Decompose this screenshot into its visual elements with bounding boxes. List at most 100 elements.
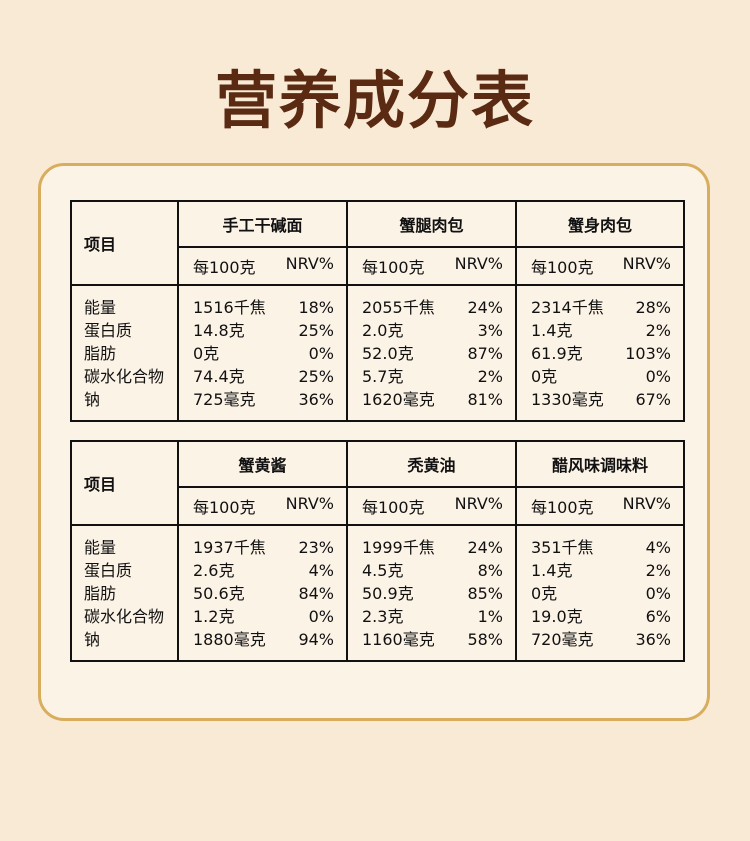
product-name: 醋风味调味料 (515, 440, 685, 488)
nrv-value: 6% (645, 606, 671, 626)
amount-value: 0克 (193, 343, 220, 363)
product-values: 1999千焦 24% 4.5克 8% 50.9克 85% 2.3克 1% 1160毫克 58% (346, 524, 517, 662)
nrv-label: NRV% (454, 254, 503, 273)
amount-value: 1.4克 (531, 560, 573, 580)
nrv-value: 2% (645, 560, 671, 580)
value-row: 1.2克 0% (179, 605, 346, 628)
nrv-value: 0% (308, 606, 334, 626)
nrv-value: 28% (635, 297, 671, 317)
nutrient-name: 蛋白质 (84, 320, 133, 340)
amount-value: 720毫克 (531, 629, 594, 649)
amount-value: 61.9克 (531, 343, 583, 363)
amount-value: 2314千焦 (531, 297, 604, 317)
amount-value: 2055千焦 (362, 297, 435, 317)
nrv-value: 58% (467, 629, 503, 649)
nrv-value: 94% (298, 629, 334, 649)
value-row: 2.3克 1% (348, 605, 515, 628)
nrv-value: 24% (467, 297, 503, 317)
nrv-value: 23% (298, 537, 334, 557)
nutrient-name: 钠 (84, 389, 101, 409)
nutrient-list: 能量蛋白质脂肪碳水化合物钠 (70, 284, 179, 422)
nutrition-table-1: 项目 手工干碱面 蟹腿肉包 蟹身肉包 每100克 NRV% 每100克 NRV% 每100克 NR… (70, 200, 685, 422)
amount-value: 1516千焦 (193, 297, 266, 317)
value-row: 351千焦 4% (517, 536, 683, 559)
nrv-value: 67% (635, 389, 671, 409)
amount-value: 1620毫克 (362, 389, 435, 409)
value-row: 725毫克 36% (179, 388, 346, 411)
nrv-value: 18% (298, 297, 334, 317)
amount-value: 1999千焦 (362, 537, 435, 557)
item-column-header: 项目 (70, 200, 179, 286)
nutrient-name: 碳水化合物 (84, 606, 165, 626)
nrv-value: 25% (298, 366, 334, 386)
per-100g-label: 每100克 (193, 498, 256, 517)
item-column-header: 项目 (70, 440, 179, 526)
amount-value: 1.4克 (531, 320, 573, 340)
nrv-value: 3% (477, 320, 503, 340)
value-row: 2.6克 4% (179, 559, 346, 582)
value-row: 0克 0% (517, 365, 683, 388)
product-name: 蟹身肉包 (515, 200, 685, 248)
value-row: 1880毫克 94% (179, 628, 346, 651)
amount-value: 0克 (531, 583, 558, 603)
nutrition-table-2: 项目 蟹黄酱 秃黄油 醋风味调味料 每100克 NRV% 每100克 NRV% 每100克 NRV… (70, 440, 685, 662)
per-100g-label: 每100克 (362, 498, 425, 517)
amount-value: 50.6克 (193, 583, 245, 603)
nutrient-name: 钠 (84, 629, 101, 649)
value-row: 1937千焦 23% (179, 536, 346, 559)
nutrient-name: 碳水化合物 (84, 366, 165, 386)
nutrient-name: 能量 (84, 537, 117, 557)
value-row: 1620毫克 81% (348, 388, 515, 411)
nrv-value: 81% (467, 389, 503, 409)
nrv-label: NRV% (622, 254, 671, 273)
nrv-value: 85% (467, 583, 503, 603)
amount-value: 1880毫克 (193, 629, 266, 649)
per-100g-label: 每100克 (362, 258, 425, 277)
value-row: 1516千焦 18% (179, 296, 346, 319)
value-row: 4.5克 8% (348, 559, 515, 582)
amount-value: 1937千焦 (193, 537, 266, 557)
nrv-label: NRV% (285, 254, 334, 273)
nutrient-name: 能量 (84, 297, 117, 317)
amount-value: 14.8克 (193, 320, 245, 340)
amount-value: 4.5克 (362, 560, 404, 580)
value-row: 1330毫克 67% (517, 388, 683, 411)
nrv-value: 103% (625, 343, 671, 363)
nrv-value: 8% (477, 560, 503, 580)
amount-value: 0克 (531, 366, 558, 386)
amount-value: 2.0克 (362, 320, 404, 340)
amount-value: 19.0克 (531, 606, 583, 626)
nutrient-name: 脂肪 (84, 343, 117, 363)
nrv-label: NRV% (622, 494, 671, 513)
product-values: 1937千焦 23% 2.6克 4% 50.6克 84% 1.2克 0% 1880毫克 94% (177, 524, 348, 662)
nrv-value: 2% (645, 320, 671, 340)
value-row: 1160毫克 58% (348, 628, 515, 651)
nutrient-name: 蛋白质 (84, 560, 133, 580)
nrv-value: 25% (298, 320, 334, 340)
nrv-value: 36% (298, 389, 334, 409)
value-row: 14.8克 25% (179, 319, 346, 342)
nrv-value: 4% (645, 537, 671, 557)
value-row: 1999千焦 24% (348, 536, 515, 559)
nrv-value: 4% (308, 560, 334, 580)
value-row: 1.4克 2% (517, 319, 683, 342)
product-name: 手工干碱面 (177, 200, 348, 248)
amount-value: 52.0克 (362, 343, 414, 363)
amount-value: 5.7克 (362, 366, 404, 386)
product-name: 秃黄油 (346, 440, 517, 488)
per-100g-label: 每100克 (193, 258, 256, 277)
product-values: 2314千焦 28% 1.4克 2% 61.9克 103% 0克 0% 1330毫克 67% (515, 284, 685, 422)
value-row: 50.6克 84% (179, 582, 346, 605)
value-row: 720毫克 36% (517, 628, 683, 651)
product-name: 蟹黄酱 (177, 440, 348, 488)
product-values: 1516千焦 18% 14.8克 25% 0克 0% 74.4克 25% 725毫克 36% (177, 284, 348, 422)
product-values: 351千焦 4% 1.4克 2% 0克 0% 19.0克 6% 720毫克 36% (515, 524, 685, 662)
nrv-value: 84% (298, 583, 334, 603)
per-100g-label: 每100克 (531, 258, 594, 277)
value-row: 74.4克 25% (179, 365, 346, 388)
product-values: 2055千焦 24% 2.0克 3% 52.0克 87% 5.7克 2% 1620毫克 81% (346, 284, 517, 422)
value-row: 2.0克 3% (348, 319, 515, 342)
amount-value: 50.9克 (362, 583, 414, 603)
value-row: 1.4克 2% (517, 559, 683, 582)
amount-value: 1.2克 (193, 606, 235, 626)
